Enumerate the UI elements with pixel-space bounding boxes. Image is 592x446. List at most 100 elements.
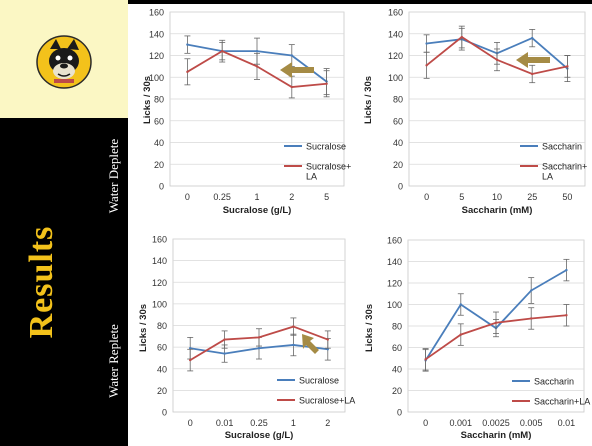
data-point [494, 321, 498, 324]
data-point [530, 317, 533, 320]
y-axis-label: Licks / 30s [363, 76, 374, 124]
data-point [290, 85, 293, 89]
data-point [566, 65, 569, 68]
data-point [257, 336, 261, 339]
x-axis-label: Sucralose (g/L) [225, 430, 294, 441]
y-tick-label: 140 [152, 256, 167, 266]
data-point [425, 64, 428, 67]
x-tick-label: 0.01 [558, 418, 576, 428]
y-tick-label: 60 [392, 343, 402, 353]
x-tick-label: 1 [254, 192, 259, 202]
data-point [565, 314, 568, 317]
x-tick-label: 5 [459, 192, 464, 202]
y-tick-label: 140 [387, 257, 402, 267]
y-tick-label: 160 [152, 235, 167, 245]
x-tick-label: 10 [492, 192, 502, 202]
y-tick-label: 100 [387, 300, 402, 310]
legend-label: Sucralose [299, 376, 339, 386]
data-point [326, 348, 329, 351]
data-point [459, 303, 462, 306]
data-point [186, 43, 189, 46]
data-point [425, 42, 428, 45]
data-point [565, 268, 568, 272]
data-point [292, 343, 295, 347]
data-point [424, 358, 427, 361]
x-tick-label: 50 [562, 192, 572, 202]
data-point [325, 82, 328, 85]
x-tick-label: 5 [324, 192, 329, 202]
x-tick-label: 0.25 [250, 418, 268, 428]
y-tick-label: 0 [159, 182, 164, 192]
data-point [189, 347, 192, 350]
annotation-arrow-icon [302, 334, 319, 354]
y-tick-label: 60 [154, 116, 164, 126]
x-tick-label: 2 [289, 192, 294, 202]
y-tick-label: 160 [387, 236, 402, 246]
x-tick-label: 0.001 [450, 418, 473, 428]
y-tick-label: 120 [388, 51, 403, 61]
y-tick-label: 120 [149, 51, 164, 61]
y-tick-label: 100 [149, 73, 164, 83]
x-tick-label: 25 [527, 192, 537, 202]
y-tick-label: 0 [398, 182, 403, 192]
data-point [460, 35, 463, 39]
y-tick-label: 80 [393, 95, 403, 105]
y-tick-label: 60 [157, 343, 167, 353]
y-tick-label: 80 [392, 322, 402, 332]
y-tick-label: 80 [154, 95, 164, 105]
y-tick-label: 160 [388, 8, 403, 18]
data-point [257, 347, 261, 350]
y-tick-label: 160 [149, 8, 164, 18]
legend-label: Sucralose+LA [299, 396, 355, 406]
data-point [255, 49, 259, 53]
y-tick-label: 20 [154, 160, 164, 170]
data-point [531, 36, 534, 40]
y-tick-label: 0 [397, 408, 402, 418]
y-tick-label: 40 [154, 138, 164, 148]
legend-label: Sucralose [306, 142, 346, 152]
x-tick-label: 0 [185, 192, 190, 202]
y-tick-label: 120 [152, 278, 167, 288]
y-tick-label: 40 [392, 365, 402, 375]
y-tick-label: 100 [152, 299, 167, 309]
data-point [189, 358, 192, 362]
legend-label: Saccharin [534, 377, 574, 387]
x-axis-label: Sucralose (g/L) [223, 205, 292, 216]
x-tick-label: 0.01 [216, 418, 234, 428]
x-tick-label: 0 [423, 418, 428, 428]
y-tick-label: 120 [387, 279, 402, 289]
data-point [531, 72, 534, 76]
x-tick-label: 0 [188, 418, 193, 428]
legend-label: Saccharin+ [542, 162, 587, 172]
legend-label: Saccharin+LA [534, 397, 590, 407]
y-tick-label: 40 [157, 364, 167, 374]
x-tick-label: 0.0025 [482, 418, 510, 428]
y-axis-label: Licks / 30s [138, 304, 149, 352]
data-point [495, 58, 499, 62]
data-point [530, 289, 533, 292]
x-tick-label: 1 [291, 418, 296, 428]
logo-panel [0, 0, 128, 118]
x-tick-label: 2 [325, 418, 330, 428]
y-tick-label: 100 [388, 73, 403, 83]
data-point [223, 338, 226, 341]
x-tick-label: 0.25 [213, 192, 231, 202]
data-point [221, 49, 224, 53]
annotation-arrow-icon [516, 52, 550, 68]
x-axis-label: Saccharin (mM) [462, 205, 533, 216]
y-tick-label: 140 [149, 29, 164, 39]
annotation-arrow-icon [280, 62, 314, 78]
y-tick-label: 60 [393, 116, 403, 126]
x-tick-label: 0.005 [520, 418, 543, 428]
y-tick-label: 20 [392, 386, 402, 396]
y-tick-label: 0 [162, 408, 167, 418]
legend-label: Saccharin [542, 142, 582, 152]
data-point [292, 325, 295, 328]
y-tick-label: 80 [157, 321, 167, 331]
data-point [326, 338, 329, 341]
data-point [223, 352, 226, 355]
bulldog-mascot-icon [36, 35, 92, 89]
